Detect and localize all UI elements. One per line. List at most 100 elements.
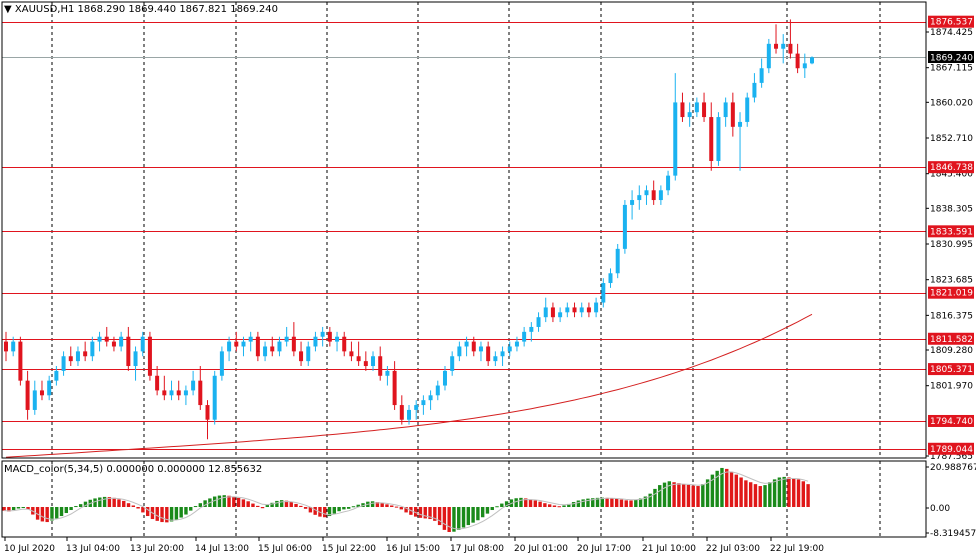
macd-bar <box>500 503 504 507</box>
macd-bar <box>619 499 624 507</box>
macd-bar <box>351 506 356 508</box>
horizontal-levels[interactable] <box>2 22 926 450</box>
macd-bar <box>552 505 557 507</box>
macd-bar <box>768 482 772 507</box>
candle-body <box>97 336 102 342</box>
price-tick-label: 1845.400 <box>930 170 973 180</box>
price-tick-label: 1838.305 <box>930 204 973 214</box>
macd-bar <box>83 501 88 507</box>
candle-body <box>378 356 383 376</box>
candle-body <box>630 200 635 205</box>
time-tick-label: 13 Jul 20:00 <box>130 544 184 554</box>
macd-bar <box>547 504 552 507</box>
macd-bar <box>40 507 45 522</box>
ma-line <box>5 313 813 458</box>
macd-bar <box>241 499 246 507</box>
macd-bar <box>571 502 576 507</box>
candle-body <box>687 112 692 118</box>
macd-bar <box>64 507 69 514</box>
candle-body <box>155 375 160 391</box>
candle-body <box>421 400 426 406</box>
candle-body <box>781 43 786 49</box>
macd-bar <box>480 507 485 518</box>
candle-body <box>644 190 649 196</box>
macd-bar <box>643 496 648 507</box>
candle-body <box>320 331 325 337</box>
level-label-box <box>928 332 974 345</box>
time-tick-label: 15 Jul 06:00 <box>258 544 312 554</box>
macd-bar <box>567 503 571 507</box>
time-tick-label: 17 Jul 08:00 <box>450 544 504 554</box>
macd-bar <box>447 507 451 532</box>
macd-bar <box>203 500 207 507</box>
macd-bar <box>543 503 547 507</box>
macd-bar <box>514 498 518 507</box>
macd-bar <box>102 496 107 507</box>
moving-average <box>5 313 813 458</box>
price-tick-label: 1816.375 <box>930 311 973 321</box>
macd-bar <box>457 507 461 530</box>
candle-body <box>464 341 469 347</box>
candle-body <box>802 63 807 69</box>
macd-tick-label: 20.988767 <box>930 463 976 473</box>
candle-body <box>428 395 433 401</box>
macd-bar <box>323 507 327 518</box>
candle-body <box>493 356 498 362</box>
level-label-box <box>928 442 974 455</box>
candle-body <box>752 82 757 98</box>
level-label: 1821.019 <box>930 289 973 299</box>
macd-bar <box>107 497 112 507</box>
macd-bar <box>610 498 614 507</box>
candle-body <box>371 356 376 367</box>
candle-body <box>471 341 476 352</box>
candle-body <box>176 390 181 396</box>
macd-bar <box>519 497 523 507</box>
macd-bar <box>21 507 25 508</box>
macd-bar <box>423 507 427 519</box>
macd-bar <box>490 507 494 511</box>
macd-bar <box>787 477 791 507</box>
macd-bar <box>624 500 628 507</box>
macd-scale: 20.988767 0.00 -8.319457 <box>926 463 976 539</box>
candle-body <box>248 336 253 342</box>
chevron-down-icon[interactable]: ▼ <box>4 4 12 15</box>
price-scale[interactable]: 1874.425 1867.115 1860.020 1852.710 1845.400… <box>926 28 973 462</box>
symbol-header[interactable]: ▼ XAUUSD,H1 1868.290 1869.440 1867.821 1… <box>4 4 278 15</box>
candle-body <box>104 336 109 342</box>
price-tick-label: 1830.995 <box>930 240 973 250</box>
candle-body <box>450 356 455 371</box>
candle-body <box>255 336 260 357</box>
macd-bar <box>375 502 380 507</box>
candle-body <box>169 390 174 396</box>
candle-body <box>54 370 59 381</box>
macd-bar <box>342 507 346 510</box>
time-tick-label: 20 Jul 17:00 <box>577 544 631 554</box>
candle-body <box>68 356 73 362</box>
macd-bar <box>275 500 279 507</box>
candle-body <box>536 317 541 327</box>
candle-body <box>234 341 239 347</box>
macd-bar <box>7 507 11 512</box>
candle-body <box>111 341 116 347</box>
macd-header: MACD_color(5,34,5) 0.000000 0.000000 12.… <box>4 464 262 475</box>
candle-body <box>558 312 563 318</box>
macd-bar <box>653 488 657 507</box>
time-tick-label: 16 Jul 15:00 <box>386 544 440 554</box>
candle-body <box>399 405 404 420</box>
ohlc-values: 1868.290 1869.440 1867.821 1869.240 <box>77 4 278 15</box>
candle-body <box>191 380 196 391</box>
macd-bar <box>198 503 203 507</box>
candle-body <box>241 341 246 347</box>
candle-body <box>594 302 599 313</box>
candle-body <box>788 43 793 54</box>
macd-label: MACD_color(5,34,5) 0.000000 0.000000 12.… <box>4 464 263 475</box>
time-axis[interactable]: 10 Jul 2020 13 Jul 04:00 13 Jul 20:00 14 Ju… <box>4 537 824 554</box>
level-label-box <box>928 286 974 299</box>
macd-bar <box>437 507 442 526</box>
macd-bar <box>772 479 777 507</box>
candle-body <box>486 346 491 362</box>
price-tick-label: 1860.020 <box>930 98 973 108</box>
macd-bar <box>629 500 633 507</box>
macd-bar <box>600 497 605 507</box>
